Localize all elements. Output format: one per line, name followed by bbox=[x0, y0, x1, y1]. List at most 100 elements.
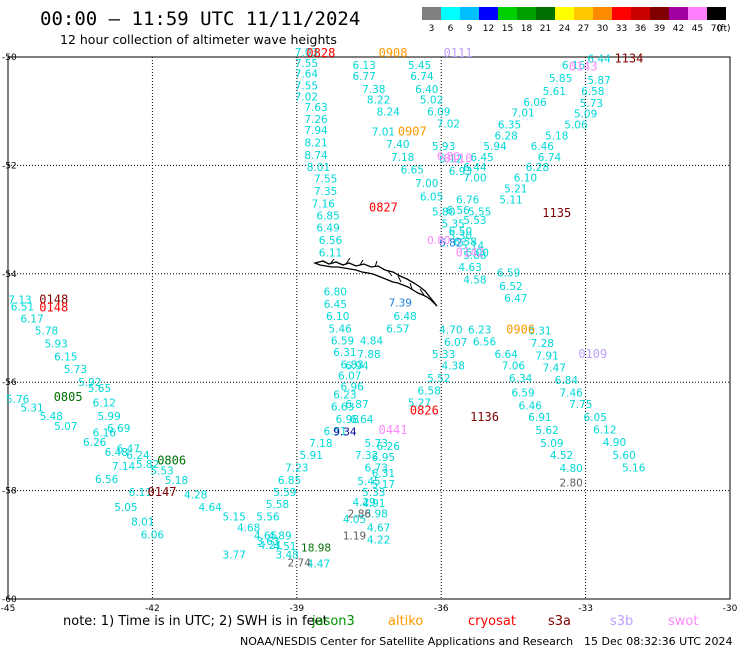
wave-height-value: 5.45 bbox=[357, 476, 380, 488]
wave-height-value: 6.40 bbox=[415, 84, 438, 96]
wave-height-value: 6.16 bbox=[93, 427, 117, 439]
wave-height-value: 5.55 bbox=[468, 206, 491, 218]
legend-swatch bbox=[422, 7, 441, 20]
wave-height-value: 6.93 bbox=[449, 166, 472, 178]
wave-height-value: 6.24 bbox=[126, 450, 150, 462]
legend-swatch bbox=[574, 7, 593, 20]
wave-height-value: 5.62 bbox=[535, 425, 558, 437]
lon-tick-label: -42 bbox=[145, 604, 160, 614]
wave-height-value: 6.44 bbox=[463, 162, 487, 174]
wave-height-value: 5.09 bbox=[540, 438, 563, 450]
wave-height-value: 6.63 bbox=[331, 401, 354, 413]
wave-height-value: 6.94 bbox=[345, 361, 369, 373]
wave-height-value: 4.29 bbox=[352, 497, 375, 509]
latitude-tick-labels: -50 -52 -54 -56 -58 -60 bbox=[2, 53, 17, 605]
wave-height-value: 6.35 bbox=[498, 120, 521, 132]
wave-height-value: 6.12 bbox=[593, 425, 616, 437]
map-subtitle: 12 hour collection of altimeter wave hei… bbox=[60, 32, 337, 47]
wave-height-value: 6.91 bbox=[528, 412, 551, 424]
pass-time-label: 0110 bbox=[444, 152, 473, 166]
wave-height-value: 6.84 bbox=[555, 375, 579, 387]
wave-height-value: 4.51 bbox=[273, 541, 296, 553]
wave-height-value: 6.34 bbox=[509, 373, 533, 385]
legend-label: 45 bbox=[692, 24, 703, 34]
legend-swatch bbox=[631, 7, 650, 20]
legend-label: 33 bbox=[616, 24, 627, 34]
wave-height-value: 8.22 bbox=[367, 95, 390, 107]
wave-height-value: 6.73 bbox=[365, 463, 388, 475]
wave-height-value: 7.02 bbox=[437, 118, 460, 130]
pass-time-label: 0111 bbox=[444, 46, 473, 60]
wave-height-value: 5.73 bbox=[580, 98, 603, 110]
wave-height-value: 7.01 bbox=[511, 108, 534, 120]
wave-height-value: 4.21 bbox=[259, 540, 282, 552]
legend-swatch bbox=[593, 7, 612, 20]
wave-height-value: 5.18 bbox=[545, 130, 568, 142]
wave-height-value: 7.75 bbox=[569, 399, 592, 411]
wave-height-value: 6.74 bbox=[410, 71, 434, 83]
wave-height-value: 5.87 bbox=[587, 75, 610, 87]
pass-time-label: 0142 bbox=[456, 245, 485, 259]
wave-height-value: 4.47 bbox=[307, 559, 330, 571]
legend-label: 6 bbox=[448, 24, 454, 34]
wave-height-value: 6.15 bbox=[54, 352, 77, 364]
legend-label: 18 bbox=[521, 24, 533, 34]
wave-height-observations: 6.446.165.85 5.875.61 6.586.06 5.737.01 5.09… bbox=[6, 47, 646, 571]
wave-height-value: 5.17 bbox=[372, 479, 395, 491]
wave-height-value: 6.07 bbox=[338, 370, 361, 382]
wave-height-value: 6.77 bbox=[352, 71, 375, 83]
wave-height-value: 6.85 bbox=[278, 475, 301, 487]
credit-left: NOAA/NESDIS Center for Satellite Applica… bbox=[240, 635, 573, 648]
wave-height-value: 5.76 bbox=[6, 394, 30, 406]
wave-height-value: 5.93 bbox=[432, 141, 455, 153]
wave-height-value: 6.57 bbox=[386, 323, 409, 335]
wave-height-value: 6.10 bbox=[514, 173, 537, 185]
pass-time-label: 0906 bbox=[506, 322, 535, 336]
pass-time-label: 1136 bbox=[470, 410, 499, 424]
legend-label: 9 bbox=[467, 24, 473, 34]
wave-height-value: 5.80 bbox=[432, 206, 455, 218]
legend-label: 39 bbox=[654, 24, 666, 34]
wave-height-value: 6.44 bbox=[587, 53, 611, 65]
wave-height-value: 5.33 bbox=[362, 487, 385, 499]
wave-height-value: 2.86 bbox=[348, 509, 372, 521]
wave-height-value: 6.31 bbox=[333, 347, 356, 359]
wave-height-value: 7.14 bbox=[112, 461, 136, 473]
wave-height-value: 6.28 bbox=[526, 162, 549, 174]
wave-height-value: 5.59 bbox=[273, 487, 296, 499]
wave-height-value: 6.80 bbox=[437, 151, 460, 163]
wave-height-value: 6.17 bbox=[20, 314, 43, 326]
wave-height-value: 6.59 bbox=[511, 387, 534, 399]
wave-height-value: 6.11 bbox=[319, 247, 342, 259]
wave-height-value: 6.06 bbox=[141, 529, 165, 541]
legend-swatch bbox=[441, 7, 460, 20]
wave-height-value: 5.06 bbox=[564, 120, 588, 132]
wave-height-value: 6.28 bbox=[494, 130, 517, 142]
wave-height-value: 7.16 bbox=[312, 199, 336, 211]
pass-time-label: 0148 bbox=[39, 301, 68, 315]
wave-height-value: 4.89 bbox=[268, 530, 291, 542]
wave-height-value: 5.18 bbox=[165, 475, 188, 487]
wave-height-value: 5.99 bbox=[97, 411, 120, 423]
satellite-legend-item: cryosat bbox=[468, 614, 516, 629]
wave-height-value: 4.67 bbox=[367, 522, 390, 534]
lon-tick-label: -33 bbox=[578, 604, 593, 614]
wave-height-value: 6.10 bbox=[326, 311, 349, 323]
wave-height-value: 6.00 bbox=[466, 247, 489, 259]
satellite-legend-item: s3a bbox=[548, 614, 571, 629]
wave-height-value: 7.01 bbox=[372, 127, 395, 139]
wave-height-value: 5.31 bbox=[20, 402, 43, 414]
wave-height-value: 5.94 bbox=[483, 141, 507, 153]
wave-height-value: 7.91 bbox=[535, 350, 558, 362]
wave-height-value: 5.07 bbox=[54, 421, 77, 433]
wave-height-value: 5.73 bbox=[365, 438, 388, 450]
wave-height-value: 6.45 bbox=[324, 299, 347, 311]
wave-height-value: 4.65 bbox=[254, 530, 277, 542]
wave-height-value: 5.16 bbox=[622, 463, 646, 475]
wave-height-value: 6.76 bbox=[456, 194, 480, 206]
wave-height-value: 7.88 bbox=[357, 349, 380, 361]
wave-height-value: 6.13 bbox=[352, 60, 375, 72]
wave-height-value: 6.85 bbox=[316, 211, 339, 223]
wave-height-value: 5.85 bbox=[549, 73, 572, 85]
wave-height-value: 6.56 bbox=[319, 235, 343, 247]
